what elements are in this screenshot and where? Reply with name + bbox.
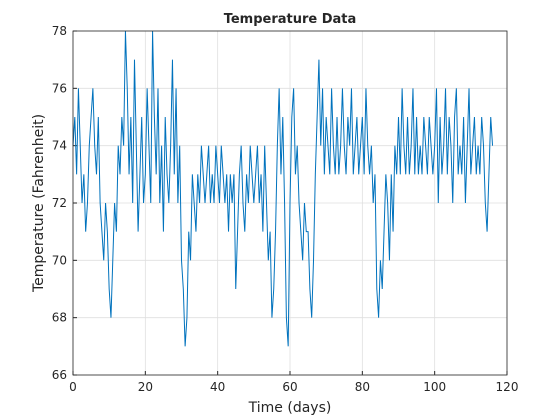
x-tick-label: 100 (423, 380, 446, 394)
y-tick-label: 66 (52, 368, 67, 382)
y-tick-label: 74 (52, 139, 67, 153)
data-line (72, 30, 494, 347)
y-tick-label: 70 (52, 253, 67, 267)
x-tick-label: 80 (355, 380, 370, 394)
x-axis-label: Time (days) (248, 400, 332, 416)
y-tick-label: 72 (52, 196, 67, 210)
y-tick-label: 76 (52, 81, 67, 95)
x-tick-label: 120 (496, 380, 519, 394)
y-tick-label: 68 (52, 311, 67, 325)
x-tick-label: 0 (69, 380, 77, 394)
x-tick-label: 60 (282, 380, 297, 394)
y-axis-label: Temperature (Fahrenheit) (31, 114, 47, 293)
axes-box (72, 30, 508, 376)
y-tick-label: 78 (52, 24, 67, 38)
chart-title: Temperature Data (224, 12, 357, 27)
x-tick-label: 20 (138, 380, 153, 394)
x-tick-label: 40 (210, 380, 225, 394)
